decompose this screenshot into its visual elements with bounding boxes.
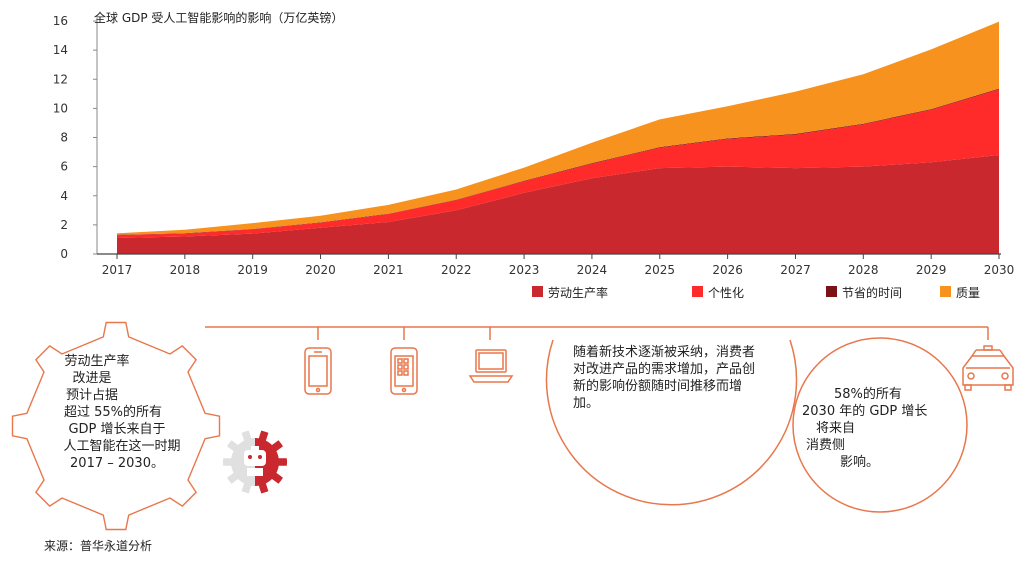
legend-swatch-0 [532, 286, 543, 297]
gear-line: 2017 – 2030。 [70, 456, 164, 471]
gear-line: 人工智能在这一时期 [63, 439, 181, 454]
area-chart [117, 21, 999, 254]
legend-swatch-1 [692, 286, 703, 297]
y-tick-label: 10 [53, 101, 68, 115]
x-tick-label: 2030 [984, 263, 1015, 277]
area-series-3 [117, 21, 999, 235]
circle-right [792, 337, 968, 513]
arc-middle [545, 339, 798, 506]
right-line: 影响。 [840, 455, 880, 470]
legend [532, 286, 951, 297]
y-tick-label: 2 [60, 218, 68, 232]
area-series-1 [117, 89, 999, 239]
x-tick-label: 2028 [848, 263, 879, 277]
y-tick-label: 12 [53, 72, 68, 86]
gear-text: 劳动生产率 改进是 预计占据 超过 55%的所有 GDP 增长来自于 人工智能在… [28, 353, 218, 472]
x-tick-label: 2023 [509, 263, 540, 277]
legend-label-3: 质量 [956, 286, 981, 300]
y-tick-label: 16 [53, 14, 68, 28]
x-tick-label: 2021 [373, 263, 404, 277]
right-line: 消费侧 [806, 438, 846, 453]
infographic [11, 321, 989, 531]
gear-outline [11, 321, 221, 531]
x-tick-label: 2029 [916, 263, 947, 277]
right-line: 58%的所有 [834, 387, 902, 402]
right-line: 将来自 [816, 421, 856, 436]
right-line: 2030 年的 GDP 增长 [802, 404, 928, 419]
smartphone-icon [304, 347, 332, 395]
x-tick-label: 2022 [441, 263, 472, 277]
car-icon [962, 345, 1014, 391]
x-tick-label: 2027 [780, 263, 811, 277]
robot-gear-icon [223, 430, 287, 494]
x-tick-label: 2020 [305, 263, 336, 277]
y-tick-label: 8 [60, 131, 68, 145]
gear-line: GDP 增长来自于 [68, 422, 166, 437]
y-tick-label: 0 [60, 247, 68, 261]
area-series-0 [117, 155, 999, 254]
legend-label-1: 个性化 [708, 286, 745, 300]
middle-text: 随着新技术逐渐被采纳，消费者 对改进产品的需求增加，产品创 新的影响份额随时间推… [573, 344, 755, 412]
x-tick-label: 2019 [237, 263, 268, 277]
x-tick-label: 2026 [712, 263, 743, 277]
y-tick-label: 14 [53, 43, 68, 57]
x-tick-label: 2025 [644, 263, 675, 277]
legend-label-2: 节省的时间 [842, 286, 903, 300]
y-tick-label: 6 [60, 160, 68, 174]
legend-label-0: 劳动生产率 [548, 286, 609, 300]
gear-line: 劳动生产率 [64, 354, 130, 369]
middle-line: 加。 [573, 396, 600, 411]
legend-swatch-3 [940, 286, 951, 297]
chart-axes: 0 2 4 6 8 10 12 14 16 2017 2018 2019 2020 2021 2022 202… [53, 14, 1015, 277]
laptop-icon [468, 349, 514, 383]
gear-line: 预计占据 [65, 388, 118, 403]
legend-swatch-2 [826, 286, 837, 297]
source-note: 来源：普华永道分析 [44, 539, 153, 553]
x-tick-label: 2017 [102, 263, 133, 277]
x-tick-label: 2024 [577, 263, 608, 277]
gear-line: 改进是 [72, 371, 112, 386]
y-tick-label: 4 [60, 189, 68, 203]
gear-line: 超过 55%的所有 [63, 405, 163, 420]
right-text: 58%的所有 2030 年的 GDP 增长 将来自 消费侧 影响。 [800, 386, 927, 471]
chart-title: 全球 GDP 受人工智能影响的影响（万亿英镑） [94, 11, 344, 25]
x-tick-label: 2018 [170, 263, 201, 277]
middle-line: 对改进产品的需求增加，产品创 [573, 362, 756, 377]
tablet-icon [390, 347, 418, 395]
middle-line: 新的影响份额随时间推移而增 [573, 379, 743, 394]
middle-line: 随着新技术逐渐被采纳，消费者 [573, 345, 756, 360]
